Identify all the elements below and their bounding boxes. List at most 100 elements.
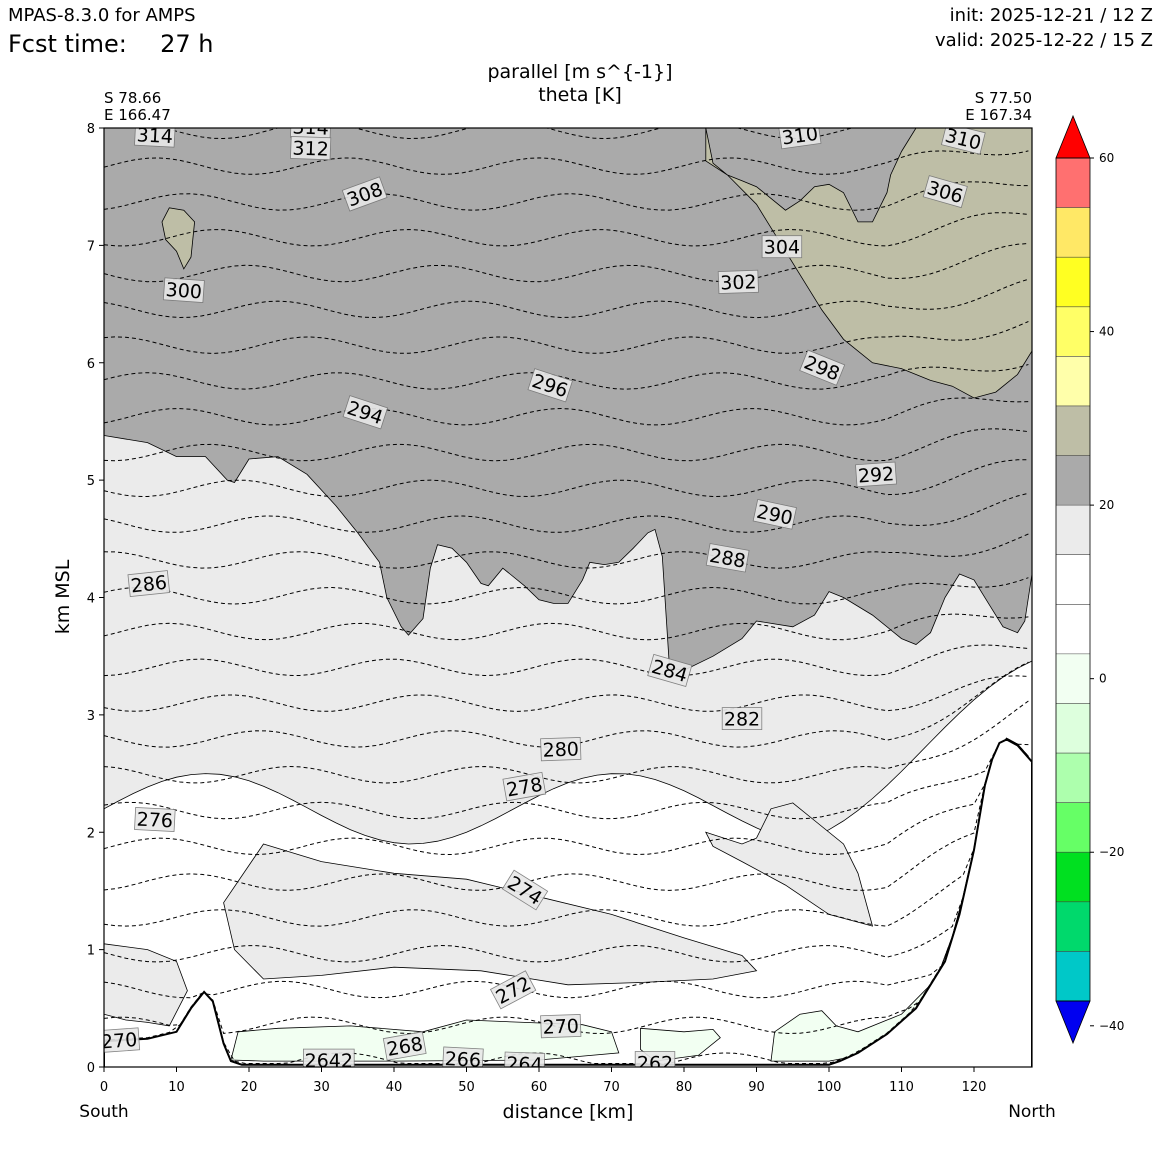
south-label: South: [79, 1102, 128, 1122]
colorbar-label: 0: [1099, 672, 1107, 686]
x-tick-label: 20: [241, 1080, 258, 1095]
fcst-label: Fcst time:: [8, 30, 127, 58]
theta-contour: [104, 700, 1029, 784]
contour-label-box: [134, 807, 176, 832]
contour-label: 262: [634, 1051, 676, 1075]
contour-label-text: 280: [542, 738, 579, 761]
contour-label-box: [382, 1031, 427, 1061]
contour-label-text: 282: [724, 709, 760, 731]
contour-label: 288: [705, 543, 750, 573]
theta-contour: [104, 150, 1029, 175]
x-tick-label: 0: [100, 1080, 108, 1095]
contour-label-box: [922, 175, 968, 209]
contour-label-text: 310: [781, 123, 820, 150]
contour-label-box: [721, 707, 763, 730]
contour-label: 314: [134, 128, 176, 148]
left-lat: S 78.66: [104, 89, 161, 107]
x-tick-label: 30: [313, 1080, 330, 1095]
contour-label-box: [302, 1048, 355, 1067]
contour-label-text: 270: [100, 1029, 138, 1053]
theta-contour: [104, 737, 1029, 963]
contour-label-box: [501, 869, 549, 911]
contour-label-text: 276: [136, 809, 173, 833]
x-tick-label: 110: [889, 1080, 914, 1095]
right-lat: S 77.50: [975, 89, 1032, 107]
colorbar-bottom-arrow: [1055, 1000, 1091, 1045]
contour-label: 280: [540, 737, 582, 762]
colorbar-label: 40: [1099, 325, 1114, 339]
theta-contour: [104, 737, 1029, 927]
contour-label-text: 264: [506, 1053, 543, 1076]
valid-time: valid: 2025-12-22 / 15 Z: [935, 30, 1153, 51]
init-time: init: 2025-12-21 / 12 Z: [949, 5, 1153, 26]
contour-label-box: [502, 771, 547, 802]
theta-contour: [104, 181, 1029, 211]
y-tick-label: 2: [87, 826, 95, 841]
contour-label: 300: [162, 277, 205, 303]
y-tick-label: 3: [87, 709, 95, 724]
contour-label-box: [290, 136, 332, 161]
y-tick-label: 5: [87, 474, 95, 489]
theta-contour: [104, 364, 1029, 390]
colorbar-segment: [1056, 306, 1090, 357]
contour-label-text: 292: [857, 463, 895, 487]
contour-label: 276: [134, 807, 176, 833]
fill-mid-band: [223, 843, 758, 986]
chart-subtitle: theta [K]: [538, 84, 622, 106]
contour-label-box: [341, 176, 388, 212]
x-tick-label: 80: [676, 1080, 693, 1095]
x-tick-label: 70: [603, 1080, 620, 1095]
fill-upper-small: [161, 207, 196, 270]
contour-label-box: [717, 269, 759, 294]
theta-contour: [104, 212, 1029, 247]
contour-label-box: [442, 1046, 484, 1067]
contour-label-box: [162, 277, 205, 303]
colorbar-top-arrow: [1055, 114, 1091, 159]
x-tick-label: 60: [531, 1080, 548, 1095]
theta-contour: [104, 321, 1029, 354]
contour-label-text: 270: [542, 1015, 579, 1038]
contour-label-box: [540, 737, 582, 762]
colorbar-label: 20: [1099, 498, 1114, 512]
theta-contour: [104, 533, 1029, 569]
contour-label: 290: [752, 498, 797, 530]
colorbar-segment: [1056, 356, 1090, 407]
contour-label-box: [799, 349, 846, 386]
y-tick-label: 7: [87, 239, 95, 254]
contour-label-text: 286: [130, 572, 168, 598]
wind-colorbar: 60 40 20 0 −20 −40: [1055, 114, 1124, 1045]
contour-label: 282: [721, 707, 763, 731]
contour-label: 312: [290, 136, 332, 161]
fill-mid-patch: [104, 943, 188, 1027]
colorbar-segment: [1056, 257, 1090, 308]
colorbar-segment: [1056, 901, 1090, 952]
y-tick-label: 1: [87, 944, 95, 959]
theta-contour: [162, 128, 854, 140]
y-axis-label: km MSL: [52, 559, 74, 634]
contour-label-box: [855, 461, 897, 488]
contour-label-box: [503, 1051, 546, 1067]
y-tick-label: 8: [87, 122, 95, 137]
left-lon: E 166.47: [104, 106, 171, 124]
theta-contour: [104, 613, 1029, 641]
contour-label-text: 312: [292, 137, 329, 160]
colorbar-frame: [1055, 157, 1091, 1002]
x-tick-label: 120: [962, 1080, 987, 1095]
theta-contour: [104, 243, 1029, 283]
contour-label-box: [752, 498, 797, 530]
north-label: North: [1008, 1102, 1056, 1122]
x-axis: 0 10 20 30 40 50 60 70 80 90 100 110 120: [100, 1067, 987, 1095]
theta-contour: [104, 492, 1029, 533]
x-tick-label: 90: [748, 1080, 765, 1095]
x-tick-label: 100: [817, 1080, 842, 1095]
contour-label: 264: [503, 1051, 546, 1076]
colorbar-segment: [1056, 554, 1090, 605]
colorbar-segment: [1056, 505, 1090, 556]
y-tick-label: 0: [87, 1061, 95, 1076]
contour-label-text: 262: [637, 1053, 673, 1075]
contour-label-box: [489, 970, 537, 1010]
theta-contour: [104, 459, 1029, 498]
contour-label-box: [540, 1014, 582, 1039]
